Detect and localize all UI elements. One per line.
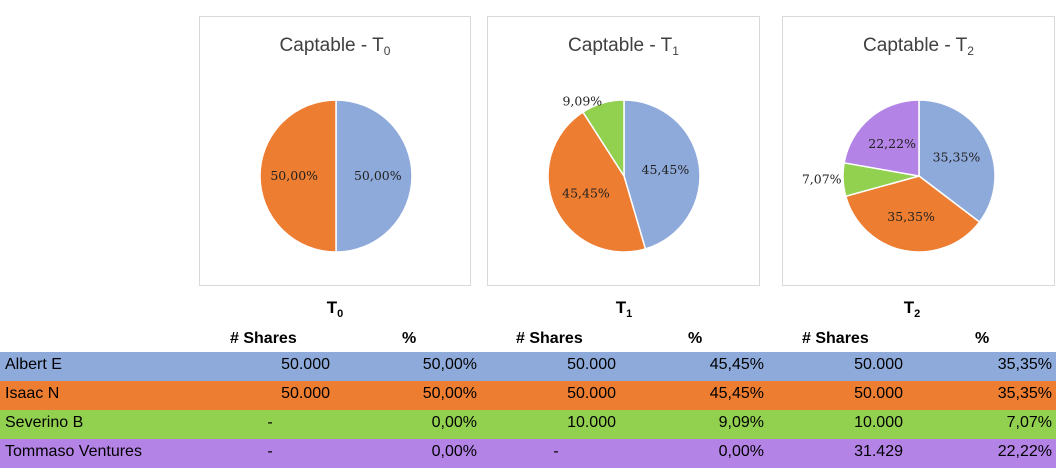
data-label: 7,07% (802, 172, 842, 187)
pie-slice (844, 175, 981, 253)
shares-cell: - (267, 443, 273, 460)
period-header-t0: T0 (326, 298, 344, 320)
pie-slice (918, 99, 996, 224)
data-label: 50,00% (354, 168, 402, 183)
column-header-percent: % (975, 330, 990, 347)
percent-cell: 35,35% (997, 356, 1052, 373)
percent-cell: 22,22% (997, 443, 1052, 460)
pie-slice (259, 99, 337, 253)
percent-cell: 45,45% (709, 385, 764, 402)
pie-chart: 35,35% 35,35% 7,07% 22,22% (802, 99, 996, 253)
chart-t2: Captable - T2 35,35% 35,35% 7,07% 22,22% (782, 16, 1055, 286)
table-row: Severino B - 0,00% 10.000 9,09% 10.000 7,07% (0, 410, 1056, 439)
data-label: 50,00% (270, 168, 318, 183)
chart-t1: Captable - T1 45,45% 45,45% 9,09% (487, 16, 760, 286)
shares-cell: - (267, 414, 273, 431)
data-label: 22,22% (868, 136, 916, 151)
percent-cell: 50,00% (422, 385, 477, 402)
column-header-shares: # Shares (230, 330, 297, 347)
percent-cell: 7,07% (1006, 414, 1052, 431)
chart-title: Captable - T0 (279, 35, 391, 58)
table-row: Albert E 50.000 50,00% 50.000 45,45% 50.000 35… (0, 352, 1056, 381)
column-header-shares: # Shares (802, 330, 869, 347)
row-label: Severino B (5, 414, 84, 431)
data-label: 45,45% (562, 185, 610, 200)
period-header-t1: T1 (615, 298, 633, 320)
data-label: 9,09% (562, 94, 602, 109)
percent-cell: 50,00% (422, 356, 477, 373)
shares-cell: 31.429 (854, 443, 903, 460)
table-row: Tommaso Ventures - 0,00% - 0,00% 31.429 22,22% (0, 439, 1056, 468)
shares-cell: 50.000 (854, 385, 903, 402)
percent-cell: 9,09% (718, 414, 764, 431)
data-label: 35,35% (933, 149, 981, 164)
shares-cell: 50.000 (854, 356, 903, 373)
shares-cell: 50.000 (567, 385, 616, 402)
column-header-percent: % (688, 330, 703, 347)
pie-slice (581, 99, 625, 179)
data-label: 45,45% (642, 162, 690, 177)
percent-cell: 35,35% (997, 385, 1052, 402)
shares-cell: 50.000 (281, 385, 330, 402)
pie-chart: 45,45% 45,45% 9,09% (547, 94, 701, 253)
percent-cell: 0,00% (718, 443, 764, 460)
chart-title: Captable - T2 (863, 35, 974, 58)
shares-cell: 50.000 (281, 356, 330, 373)
pie-slice (623, 99, 701, 250)
pie-chart: 50,00% 50,00% (259, 99, 413, 253)
percent-cell: 0,00% (431, 414, 477, 431)
data-label: 35,35% (887, 209, 935, 224)
chart-title: Captable - T1 (568, 35, 679, 58)
row-label: Isaac N (5, 385, 60, 402)
period-header-t2: T2 (903, 298, 921, 320)
row-label: Albert E (5, 356, 62, 373)
table-row: Isaac N 50.000 50,00% 50.000 45,45% 50.000 35,… (0, 381, 1056, 410)
percent-cell: 45,45% (709, 356, 764, 373)
pie-slice (547, 111, 647, 253)
shares-cell: 10.000 (854, 414, 903, 431)
shares-cell: 10.000 (567, 414, 616, 431)
pie-slice (843, 99, 920, 177)
shares-cell: 50.000 (567, 356, 616, 373)
column-header-percent: % (402, 330, 417, 347)
percent-cell: 0,00% (431, 443, 477, 460)
column-header-shares: # Shares (516, 330, 583, 347)
row-label: Tommaso Ventures (5, 443, 142, 460)
pie-slice (335, 99, 413, 253)
chart-t0: Captable - T0 50,00% 50,00% (199, 16, 471, 286)
shares-cell: - (553, 443, 559, 460)
